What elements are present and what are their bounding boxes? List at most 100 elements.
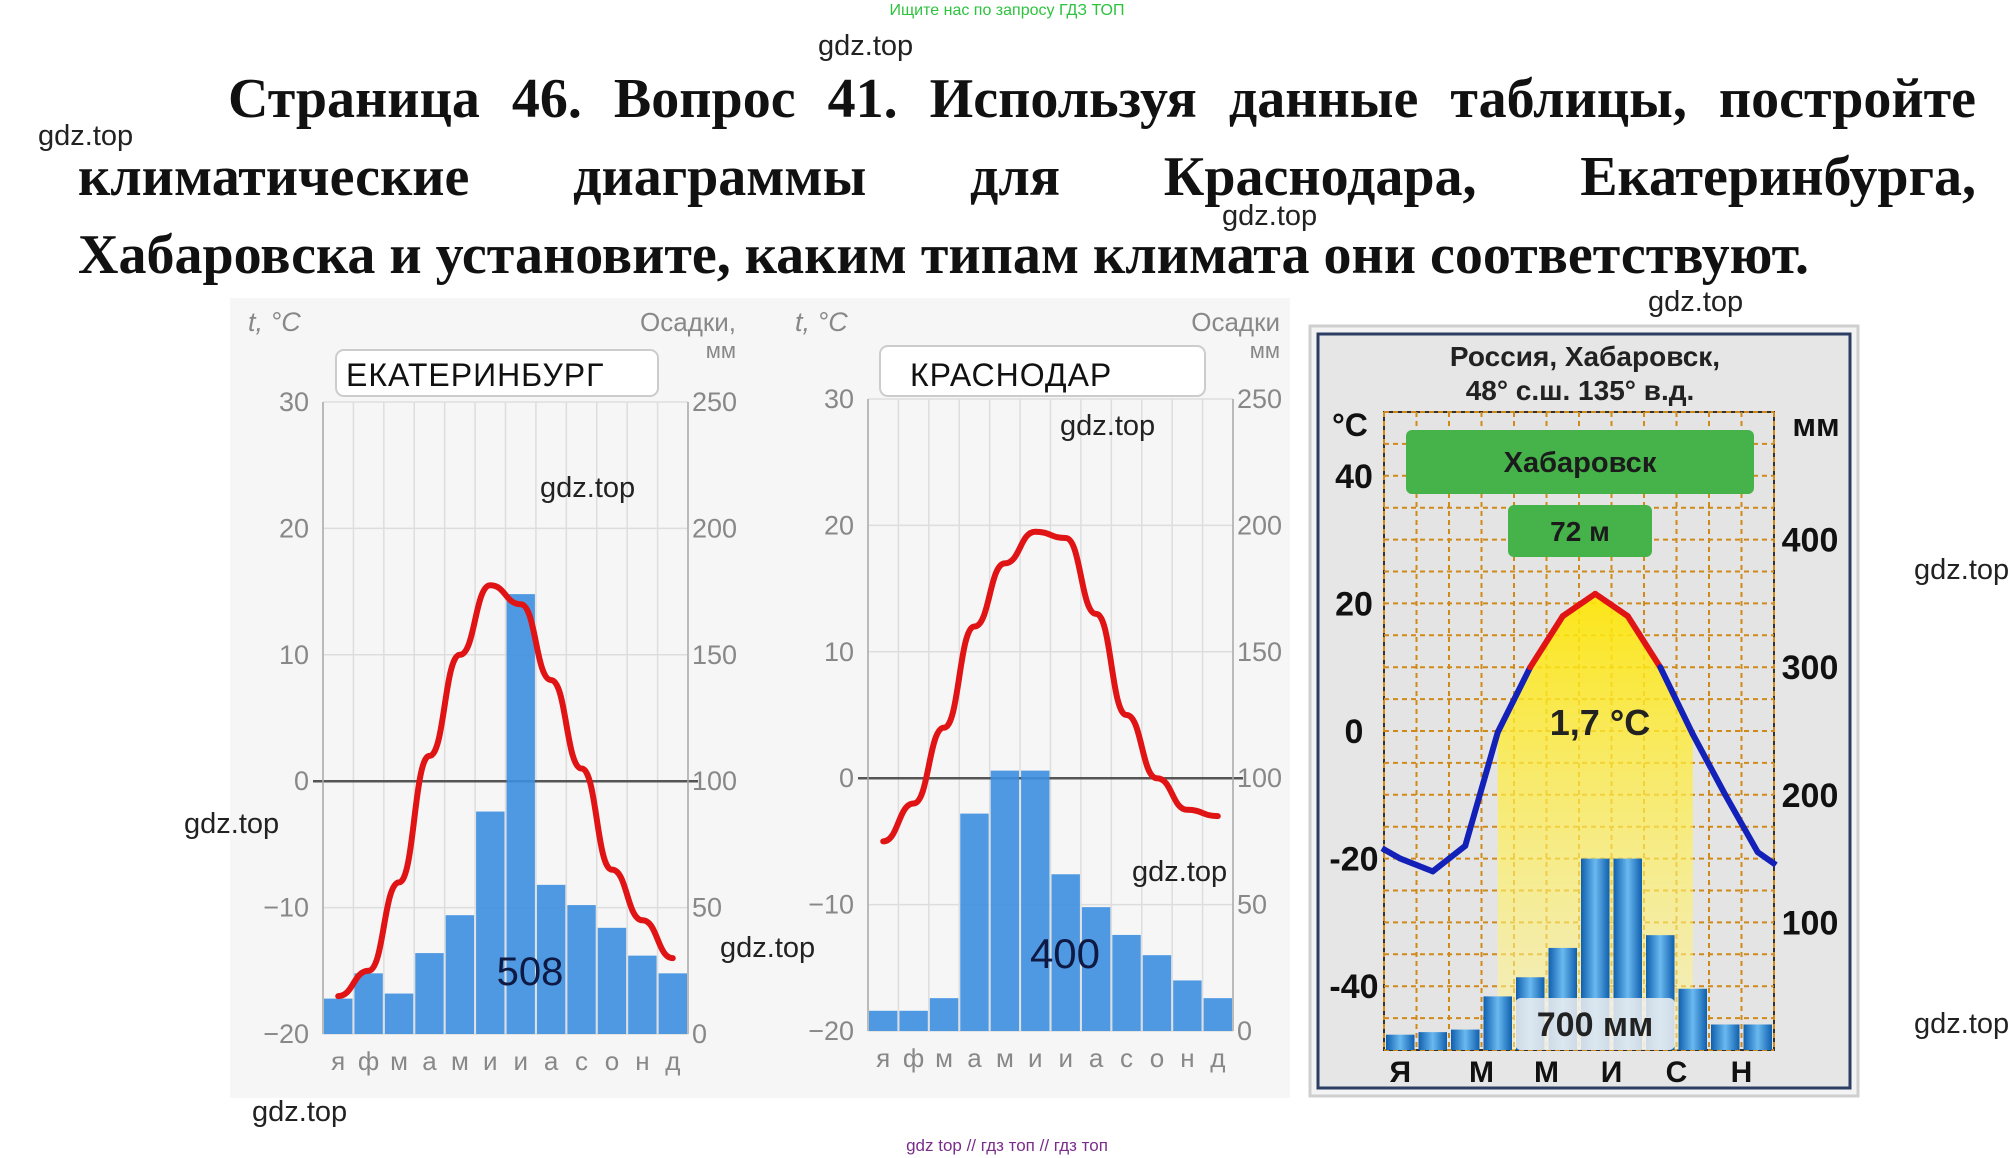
x-tick-label: и: [1028, 1043, 1043, 1073]
temperature-segment: [1559, 590, 1599, 620]
warm-area: [1497, 593, 1693, 1050]
precip-bar: [1451, 1029, 1480, 1050]
precip-bar: [1678, 988, 1707, 1050]
x-tick-label: а: [422, 1046, 437, 1076]
chart1-title-box: [335, 349, 659, 397]
chart3-station-box: [1406, 430, 1754, 494]
x-tick-label: д: [1210, 1043, 1225, 1073]
precip-bar: [384, 993, 414, 1034]
y2-tick-label: 0: [1237, 1016, 1252, 1046]
y-tick-label: 20: [824, 510, 854, 540]
y2-tick-label: 250: [1237, 384, 1282, 414]
x-tick-label: М: [1469, 1056, 1494, 1089]
chart2-title: КРАСНОДАР: [910, 357, 1112, 393]
x-tick-label: М: [1534, 1056, 1559, 1089]
chart2-grid: [858, 398, 1243, 1032]
y-tick-label: 20: [279, 513, 309, 543]
watermark: gdz.top: [1914, 1008, 2010, 1040]
y-tick-label: -20: [1329, 841, 1378, 879]
precip-bar: [1112, 934, 1141, 1031]
precip-bar: [1203, 998, 1232, 1031]
temperature-segment: [1756, 849, 1778, 868]
y-tick-label: 30: [824, 384, 854, 414]
y-tick-label: -40: [1329, 968, 1378, 1006]
watermark: gdz.top: [818, 30, 914, 62]
page-title: Страница 46. Вопрос 41. Используя данные…: [78, 60, 1976, 294]
x-tick-label: и: [513, 1046, 528, 1076]
chart2-title-box: [879, 345, 1206, 397]
watermark: gdz.top: [252, 1096, 348, 1128]
y2-tick-label: 150: [692, 640, 737, 670]
temperature-segment: [1462, 729, 1501, 849]
precip-bar: [597, 927, 627, 1034]
y-tick-label: 10: [279, 640, 309, 670]
precip-bar: [869, 1010, 898, 1031]
watermark: gdz.top: [540, 472, 636, 504]
chart3-y2label: мм: [1792, 407, 1839, 443]
chart2-y2label-part: мм: [1250, 338, 1280, 363]
khabarovsk-chart: Россия, Хабаровск, 48° с.ш. 135° в.д. °С…: [1308, 324, 1860, 1098]
precip-bar: [1142, 955, 1172, 1031]
x-tick-label: и: [1058, 1043, 1073, 1073]
precip-bar: [354, 973, 383, 1034]
x-tick-label: а: [967, 1043, 982, 1073]
y2-tick-label: 50: [1237, 890, 1267, 920]
y-tick-label: −20: [263, 1019, 309, 1049]
precip-bar: [1483, 996, 1512, 1050]
temperature-segment: [1657, 664, 1696, 738]
chart3-total-box: [1515, 998, 1675, 1050]
x-tick-label: м: [390, 1046, 408, 1076]
y-tick-label: 10: [824, 637, 854, 667]
y-tick-label: 0: [839, 763, 854, 793]
chart2-temperature-line: [880, 528, 1221, 845]
x-tick-label: н: [1180, 1043, 1194, 1073]
precip-bar: [1743, 1024, 1772, 1050]
temperature-line: [880, 528, 1221, 845]
x-tick-label: ф: [903, 1043, 924, 1073]
x-tick-label: Н: [1731, 1056, 1753, 1089]
precip-bar: [415, 953, 444, 1034]
watermark: gdz.top: [1914, 554, 2010, 586]
chart2-annotation: 400: [1030, 930, 1100, 977]
precip-bar: [1173, 980, 1202, 1031]
x-tick-label: С: [1666, 1056, 1688, 1089]
chart1-title: ЕКАТЕРИНБУРГ: [346, 357, 604, 393]
precip-bar: [324, 998, 353, 1034]
precip-bar: [476, 811, 505, 1034]
y2-tick-label: 200: [692, 513, 737, 543]
temperature-segment: [1689, 731, 1729, 798]
y-tick-label: 0: [294, 766, 309, 796]
chart3-mean-temperature: 1,7 °С: [1550, 702, 1650, 743]
promo-banner[interactable]: Ищите нас по запросу ГДЗ ТОП: [889, 2, 1125, 19]
footer-links[interactable]: gdz top // гдз топ // гдз топ: [906, 1136, 1108, 1155]
chart1-grid: [313, 401, 698, 1035]
temperature-segment: [1494, 664, 1534, 736]
x-tick-label: а: [1089, 1043, 1104, 1073]
chart1-temperature-line: [335, 582, 676, 1000]
temperature-segment: [1624, 613, 1664, 671]
x-tick-label: И: [1601, 1056, 1623, 1089]
precip-bar: [628, 955, 657, 1034]
precip-bar: [960, 813, 989, 1031]
y-tick-label: −10: [263, 893, 309, 923]
x-tick-label: я: [331, 1046, 345, 1076]
y-tick-label: −20: [808, 1016, 854, 1046]
x-tick-label: м: [451, 1046, 469, 1076]
chart1-ylabel: t, °C: [248, 307, 301, 337]
chart3-warm-fill: [1497, 593, 1693, 1050]
y2-tick-label: 200: [1237, 510, 1282, 540]
chart3-ylabel: °С: [1332, 407, 1368, 443]
chart1-bars: [324, 594, 687, 1034]
x-tick-label: о: [1150, 1043, 1164, 1073]
y-tick-label: 30: [279, 387, 309, 417]
watermark: gdz.top: [1222, 200, 1318, 232]
chart3-subtitle: 48° с.ш. 135° в.д.: [1466, 375, 1695, 406]
y2-tick-label: 300: [1782, 649, 1839, 687]
chart2-y2label-part: Осадки: [1191, 307, 1280, 337]
x-tick-label: и: [483, 1046, 498, 1076]
